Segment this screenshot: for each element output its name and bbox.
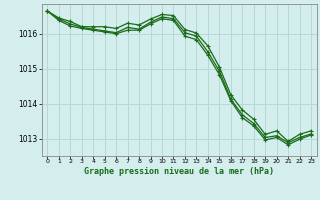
X-axis label: Graphe pression niveau de la mer (hPa): Graphe pression niveau de la mer (hPa): [84, 167, 274, 176]
